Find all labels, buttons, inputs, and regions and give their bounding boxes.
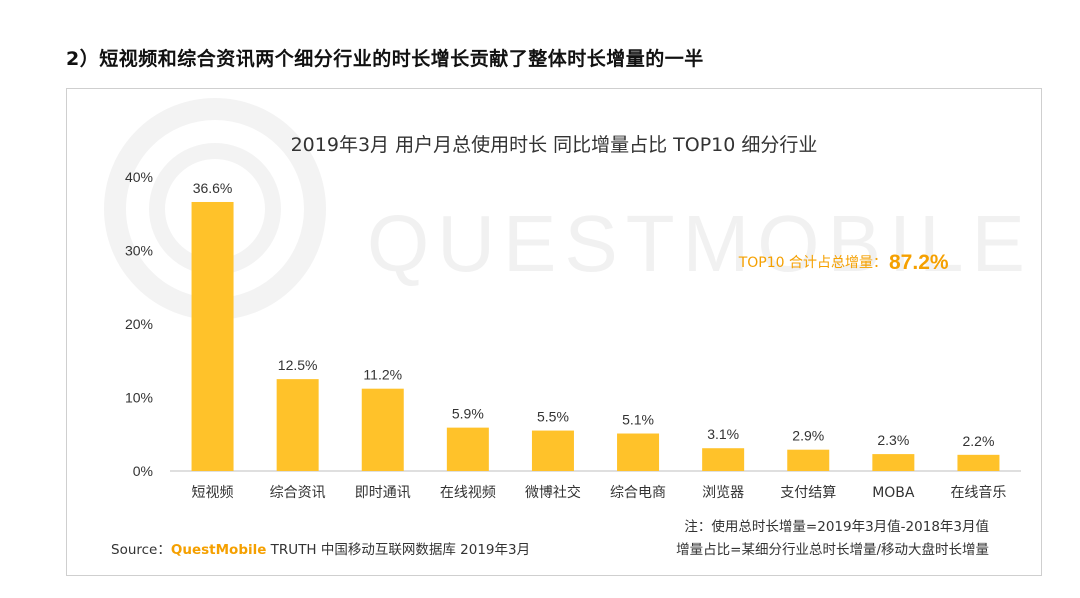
bar — [787, 449, 830, 471]
bar — [957, 454, 1000, 471]
summary-value: 87.2% — [889, 251, 949, 274]
y-tick-label: 40% — [125, 169, 153, 185]
bar — [361, 388, 404, 471]
chart-panel: QUESTMOBILE 2019年3月 用户月总使用时长 同比增量占比 TOP1… — [66, 88, 1042, 576]
x-tick-label: 支付结算 — [780, 485, 836, 501]
data-label: 5.1% — [622, 412, 654, 428]
bar — [702, 448, 745, 471]
bar — [531, 430, 574, 471]
x-tick-label: 在线视频 — [440, 485, 496, 501]
data-labels-group: 36.6% 12.5% 11.2% 5.9% 5.5% 5.1% 3.1% 2.9% 2.3% 2… — [193, 180, 995, 449]
y-tick-label: 30% — [125, 243, 153, 259]
data-label: 2.3% — [877, 432, 909, 448]
data-label: 2.2% — [962, 433, 994, 449]
bar — [446, 427, 489, 471]
data-label: 3.1% — [707, 426, 739, 442]
source-prefix: Source： — [111, 542, 171, 558]
data-label: 12.5% — [278, 357, 318, 373]
section-heading: 2）短视频和综合资讯两个细分行业的时长增长贡献了整体时长增量的一半 — [66, 48, 704, 70]
y-tick-label: 20% — [125, 316, 153, 332]
data-label: 36.6% — [193, 180, 233, 196]
source-rest: TRUTH 中国移动互联网数据库 2019年3月 — [266, 542, 530, 558]
bar — [617, 433, 660, 471]
x-tick-label: 在线音乐 — [950, 484, 1006, 501]
x-tick-label: 综合电商 — [610, 485, 666, 501]
x-tick-label: 微博社交 — [525, 484, 581, 501]
bars-group — [191, 201, 1000, 471]
data-label: 5.9% — [452, 406, 484, 422]
x-tick-label: MOBA — [872, 485, 915, 501]
x-tick-label: 综合资讯 — [270, 485, 326, 501]
data-label: 2.9% — [792, 428, 824, 444]
source-line: Source：QuestMobile TRUTH 中国移动互联网数据库 2019… — [111, 542, 530, 558]
note-line-1: 注：使用总时长增量=2019年3月值-2018年3月值 — [684, 518, 989, 535]
bar — [872, 454, 915, 471]
y-axis: 0% 10% 20% 30% 40% — [125, 169, 153, 479]
watermark-text: QUESTMOBILE — [367, 199, 1033, 288]
source-brand: QuestMobile — [171, 542, 267, 558]
y-tick-label: 0% — [133, 463, 153, 479]
bar — [191, 201, 234, 471]
bar-chart: QUESTMOBILE 2019年3月 用户月总使用时长 同比增量占比 TOP1… — [104, 98, 1033, 558]
data-label: 11.2% — [363, 367, 402, 383]
chart-title: 2019年3月 用户月总使用时长 同比增量占比 TOP10 细分行业 — [291, 134, 818, 156]
x-tick-label: 短视频 — [192, 485, 234, 501]
summary-label: TOP10 合计占总增量： — [738, 255, 887, 271]
y-tick-label: 10% — [125, 390, 153, 406]
data-label: 5.5% — [537, 409, 569, 425]
x-tick-label: 即时通讯 — [355, 485, 411, 501]
x-axis: 短视频 综合资讯 即时通讯 在线视频 微博社交 综合电商 浏览器 支付结算 MOBA 在线音乐 — [192, 484, 1007, 501]
x-tick-label: 浏览器 — [702, 485, 744, 501]
note-line-2: 增量占比=某细分行业总时长增量/移动大盘时长增量 — [676, 541, 989, 558]
bar — [276, 379, 319, 471]
